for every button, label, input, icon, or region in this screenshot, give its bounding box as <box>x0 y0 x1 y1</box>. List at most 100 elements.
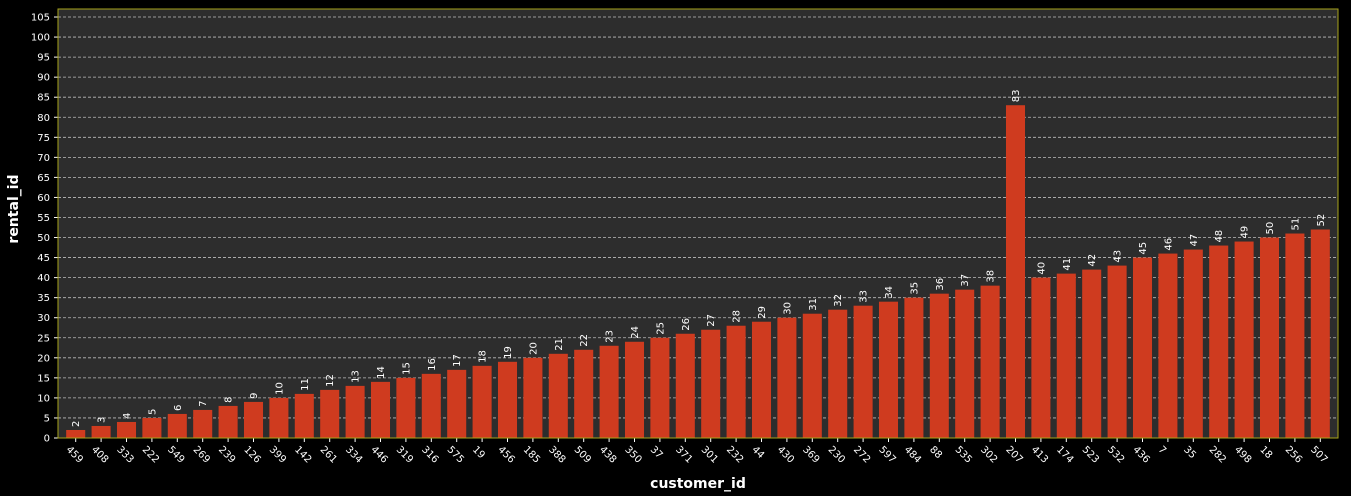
bar <box>675 333 695 438</box>
y-tick-label: 70 <box>37 153 50 164</box>
x-axis-ticks: 459 408 333 222 549 269 239 126 399 142 261 334 446 3… <box>64 438 1329 466</box>
x-tick-label: 19 <box>470 444 487 461</box>
bar <box>66 429 86 438</box>
bar <box>751 321 772 438</box>
data-label: 8 <box>224 397 235 403</box>
x-tick-label: 459 <box>64 444 85 465</box>
y-tick-label: 95 <box>37 53 50 64</box>
y-tick-label: 5 <box>44 413 50 424</box>
y-tick-label: 90 <box>37 73 50 84</box>
bar <box>294 393 314 438</box>
y-tick-label: 40 <box>37 273 50 284</box>
bar <box>980 285 1000 438</box>
data-label: 37 <box>960 274 971 287</box>
data-label: 34 <box>884 286 895 299</box>
data-label: 83 <box>1011 89 1022 102</box>
x-tick-label: 222 <box>140 444 161 465</box>
bar <box>523 357 543 438</box>
x-tick-label: 523 <box>1080 444 1101 465</box>
y-tick-label: 30 <box>37 313 50 324</box>
data-label: 12 <box>325 374 336 387</box>
y-tick-label: 25 <box>37 333 50 344</box>
data-label: 10 <box>274 382 285 395</box>
y-tick-label: 85 <box>37 93 50 104</box>
y-tick-label: 100 <box>31 33 50 44</box>
data-label: 6 <box>173 405 184 411</box>
data-label: 23 <box>605 330 616 343</box>
data-label: 38 <box>986 270 997 283</box>
x-tick-label: 7 <box>1156 444 1168 456</box>
data-label: 5 <box>147 409 158 415</box>
data-label: 49 <box>1240 226 1251 239</box>
bar <box>1031 277 1051 438</box>
data-label: 18 <box>478 350 489 363</box>
bar <box>421 373 441 438</box>
bar <box>624 341 645 438</box>
data-label: 46 <box>1163 238 1174 251</box>
data-label: 4 <box>122 413 133 419</box>
y-tick-label: 10 <box>37 393 50 404</box>
bar <box>1259 237 1280 438</box>
x-tick-label: 597 <box>876 444 897 465</box>
data-label: 26 <box>681 318 692 331</box>
x-tick-label: 185 <box>521 444 542 465</box>
x-tick-label: 142 <box>292 444 313 465</box>
bar <box>396 377 416 438</box>
y-tick-label: 20 <box>37 353 50 364</box>
x-tick-label: 430 <box>775 444 796 465</box>
bar <box>853 305 873 438</box>
x-tick-label: 316 <box>419 444 440 465</box>
x-tick-label: 413 <box>1029 444 1050 465</box>
x-tick-label: 272 <box>851 444 872 465</box>
x-tick-label: 301 <box>699 444 720 465</box>
data-label: 36 <box>935 278 946 291</box>
data-label: 15 <box>401 362 412 375</box>
data-label: 52 <box>1316 214 1327 227</box>
x-tick-label: 174 <box>1054 444 1075 465</box>
bar <box>1056 273 1076 438</box>
x-tick-label: 302 <box>978 444 999 465</box>
data-label: 19 <box>503 346 514 359</box>
bar <box>802 313 822 438</box>
bar <box>193 409 213 438</box>
data-label: 33 <box>859 290 870 303</box>
data-label: 51 <box>1290 218 1301 231</box>
bar <box>345 385 365 438</box>
data-label: 31 <box>808 298 819 311</box>
y-axis-ticks: 0 5 10 15 20 25 30 35 40 45 50 55 60 65 70 75 80 85 90 95 10… <box>31 13 58 445</box>
x-tick-label: 35 <box>1181 444 1198 461</box>
x-tick-label: 269 <box>191 444 212 465</box>
x-tick-label: 239 <box>216 444 237 465</box>
data-label: 14 <box>376 366 387 379</box>
bar <box>574 349 594 438</box>
data-label: 43 <box>1113 250 1124 263</box>
x-tick-label: 18 <box>1257 444 1274 461</box>
bar <box>1310 229 1330 438</box>
data-label: 16 <box>427 358 438 371</box>
x-tick-label: 484 <box>902 444 923 465</box>
data-label: 13 <box>351 370 362 383</box>
x-tick-label: 232 <box>724 444 745 465</box>
y-tick-label: 35 <box>37 293 50 304</box>
x-tick-label: 319 <box>394 444 415 465</box>
x-tick-label: 436 <box>1130 444 1151 465</box>
data-label: 17 <box>452 354 463 367</box>
bar <box>1158 253 1178 438</box>
x-tick-label: 388 <box>546 444 567 465</box>
x-tick-label: 408 <box>89 444 110 465</box>
bar <box>726 325 746 438</box>
x-tick-label: 126 <box>241 444 262 465</box>
x-tick-label: 37 <box>648 444 665 461</box>
bar <box>116 421 137 438</box>
x-tick-label: 230 <box>826 444 847 465</box>
bar <box>548 353 568 438</box>
x-axis-title: customer_id <box>650 476 746 492</box>
y-tick-label: 80 <box>37 113 50 124</box>
data-label: 28 <box>732 310 743 323</box>
x-tick-label: 509 <box>572 444 593 465</box>
data-label: 11 <box>300 378 311 391</box>
x-tick-label: 456 <box>495 444 516 465</box>
x-tick-label: 261 <box>318 444 339 465</box>
